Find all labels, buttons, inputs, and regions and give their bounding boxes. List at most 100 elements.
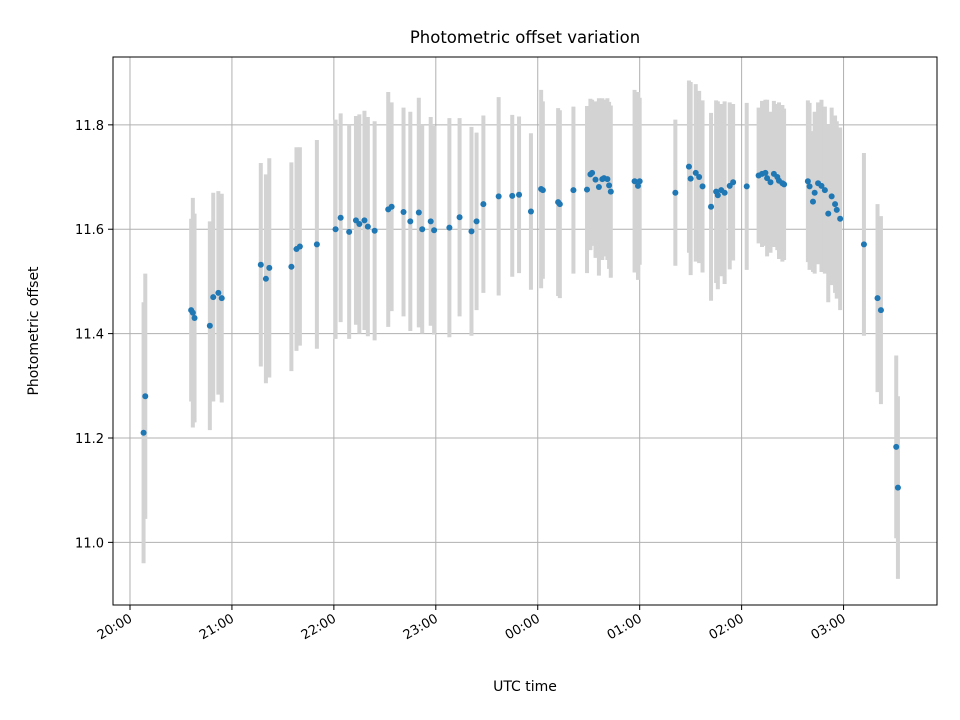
data-point — [495, 193, 502, 200]
data-point — [685, 163, 692, 170]
data-point — [894, 484, 901, 491]
data-point — [480, 201, 487, 208]
data-point — [762, 169, 769, 176]
data-point — [473, 218, 480, 225]
x-tick-label: 22:00 — [299, 611, 339, 643]
data-point — [672, 189, 679, 196]
data-point — [589, 169, 596, 176]
data-point — [364, 223, 371, 230]
data-point — [427, 218, 434, 225]
data-point — [189, 309, 196, 316]
data-point — [828, 193, 835, 200]
data-point — [527, 208, 534, 215]
data-point — [825, 210, 832, 217]
data-point — [767, 179, 774, 186]
data-point — [860, 241, 867, 248]
data-point — [592, 176, 599, 183]
data-point — [607, 188, 614, 195]
data-point — [806, 183, 813, 190]
data-point — [604, 176, 611, 183]
data-point — [446, 224, 453, 231]
chart-title: Photometric offset variation — [410, 28, 640, 47]
data-point — [804, 178, 811, 185]
data-point — [415, 209, 422, 216]
data-point — [837, 215, 844, 222]
data-point — [266, 264, 273, 271]
data-point — [218, 295, 225, 302]
data-point — [877, 307, 884, 314]
error-bars — [141, 80, 900, 579]
x-tick-label: 00:00 — [503, 611, 543, 643]
data-point — [818, 182, 825, 189]
data-point — [468, 228, 475, 235]
data-point — [833, 206, 840, 213]
data-point — [595, 183, 602, 190]
x-tick-label: 01:00 — [605, 611, 645, 643]
data-point — [636, 178, 643, 185]
data-point — [634, 182, 641, 189]
data-point — [431, 227, 438, 234]
data-point — [296, 243, 303, 250]
data-point — [570, 187, 577, 194]
data-point — [832, 201, 839, 208]
data-point — [692, 169, 699, 176]
data-point — [509, 192, 516, 199]
data-point — [288, 263, 295, 270]
data-point — [874, 295, 881, 302]
data-point — [764, 175, 771, 182]
plot-frame — [112, 56, 938, 606]
x-axis-ticks: 20:00 21:00 22:00 23:00 00:00 01:00 02:00 03:00 — [95, 605, 849, 643]
data-point — [142, 393, 149, 400]
data-point — [730, 179, 737, 186]
y-tick-label: 11.0 — [75, 536, 104, 551]
data-point — [257, 261, 264, 268]
data-point — [811, 189, 818, 196]
data-point — [584, 186, 591, 193]
data-point — [631, 178, 638, 185]
y-tick-label: 11.4 — [75, 328, 104, 343]
data-point — [262, 275, 269, 282]
data-point — [140, 429, 147, 436]
data-point — [721, 189, 728, 196]
y-tick-label: 11.8 — [75, 119, 104, 134]
y-tick-label: 11.2 — [75, 432, 104, 447]
data-point — [337, 214, 344, 221]
data-point — [893, 443, 900, 450]
data-point — [743, 183, 750, 190]
data-points — [140, 163, 901, 491]
data-point — [400, 209, 407, 216]
data-point — [821, 187, 828, 194]
data-point — [210, 294, 217, 301]
x-tick-label: 23:00 — [401, 611, 441, 643]
data-point — [388, 203, 395, 210]
y-tick-label: 11.6 — [75, 223, 104, 238]
data-point — [313, 241, 320, 248]
data-point — [332, 226, 339, 233]
data-point — [781, 181, 788, 188]
data-point — [191, 314, 198, 321]
data-point — [539, 187, 546, 194]
data-point — [708, 203, 715, 210]
data-point — [606, 182, 613, 189]
data-point — [556, 201, 563, 208]
data-point — [696, 174, 703, 181]
data-point — [419, 226, 426, 233]
y-axis-ticks: 11.0 11.2 11.4 11.6 11.8 — [75, 119, 113, 551]
x-tick-label: 20:00 — [95, 611, 135, 643]
data-point — [687, 175, 694, 182]
data-point — [361, 217, 368, 224]
data-point — [699, 183, 706, 190]
data-point — [456, 214, 463, 221]
data-point — [356, 221, 363, 228]
data-point — [346, 228, 353, 235]
x-tick-label: 21:00 — [197, 611, 237, 643]
data-point — [407, 218, 414, 225]
x-axis-label: UTC time — [493, 679, 557, 695]
x-tick-label: 03:00 — [809, 611, 849, 643]
y-axis-label: Photometric offset — [26, 266, 42, 396]
data-point — [809, 198, 816, 205]
data-point — [371, 227, 378, 234]
data-point — [215, 289, 222, 296]
data-point — [206, 322, 213, 329]
